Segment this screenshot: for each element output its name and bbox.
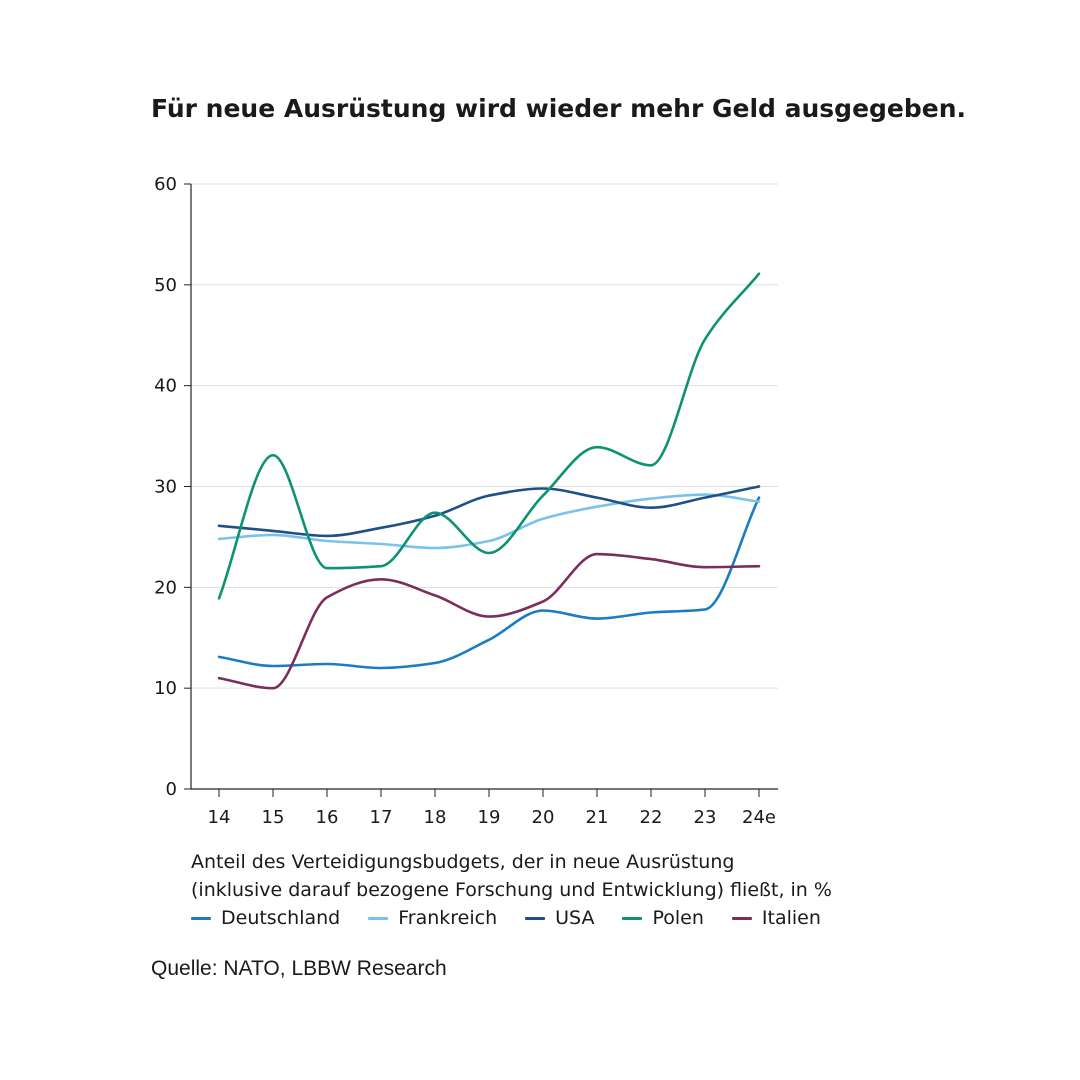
y-tick-label: 60 [154,174,177,195]
x-tick-label: 15 [262,807,285,828]
x-tick-label: 20 [532,807,555,828]
legend-item-italien: Italien [731,904,821,932]
y-tick-label: 50 [154,275,177,296]
legend-label: Polen [652,907,704,929]
y-tick-label: 10 [154,678,177,699]
legend: Deutschland Frankreich USA Polen Italien [191,904,849,932]
x-tick-label: 21 [586,807,609,828]
y-tick-label: 20 [154,577,177,598]
legend-swatch [368,916,389,920]
chart-caption: Anteil des Verteidigungsbudgets, der in … [191,848,832,904]
gridlines [191,183,778,689]
series-line-usa [217,485,761,538]
x-tick-label: 22 [640,807,663,828]
chart-title: Für neue Ausrüstung wird wieder mehr Gel… [151,94,967,123]
legend-item-polen: Polen [622,904,704,932]
legend-label: Italien [761,907,821,929]
legend-item-frankreich: Frankreich [368,904,497,932]
x-tick-label: 23 [694,807,717,828]
x-tick-label: 18 [424,807,447,828]
legend-swatch [191,916,211,920]
x-tick-label: 14 [208,807,231,828]
series-line-deutschland [217,496,761,670]
series-line-polen [217,272,761,600]
source-note: Quelle: NATO, LBBW Research [151,957,447,980]
series-line-frankreich [217,493,761,550]
x-tick-label: 16 [316,807,339,828]
series-lines [217,272,761,690]
legend-label: Deutschland [221,907,341,929]
legend-label: USA [555,907,595,929]
caption-line-1: Anteil des Verteidigungsbudgets, der in … [191,851,735,873]
y-tick-label: 40 [154,376,177,397]
legend-item-deutschland: Deutschland [191,904,340,932]
series-line-italien [217,552,761,690]
legend-item-usa: USA [525,904,594,932]
caption-line-2: (inklusive darauf bezogene Forschung und… [191,879,832,901]
x-axis-ticks: 14 15 16 17 18 19 20 21 22 23 24e [208,789,776,828]
y-tick-label: 0 [166,779,177,800]
legend-swatch [525,916,546,920]
y-tick-label: 30 [154,477,177,498]
y-axis-ticks: 0 10 20 30 40 50 60 [154,174,191,800]
x-tick-label: 19 [478,807,501,828]
x-tick-label: 17 [370,807,393,828]
legend-label: Frankreich [398,907,498,929]
x-tick-label: 24e [742,807,776,828]
legend-swatch [731,916,752,920]
legend-swatch [622,916,643,920]
